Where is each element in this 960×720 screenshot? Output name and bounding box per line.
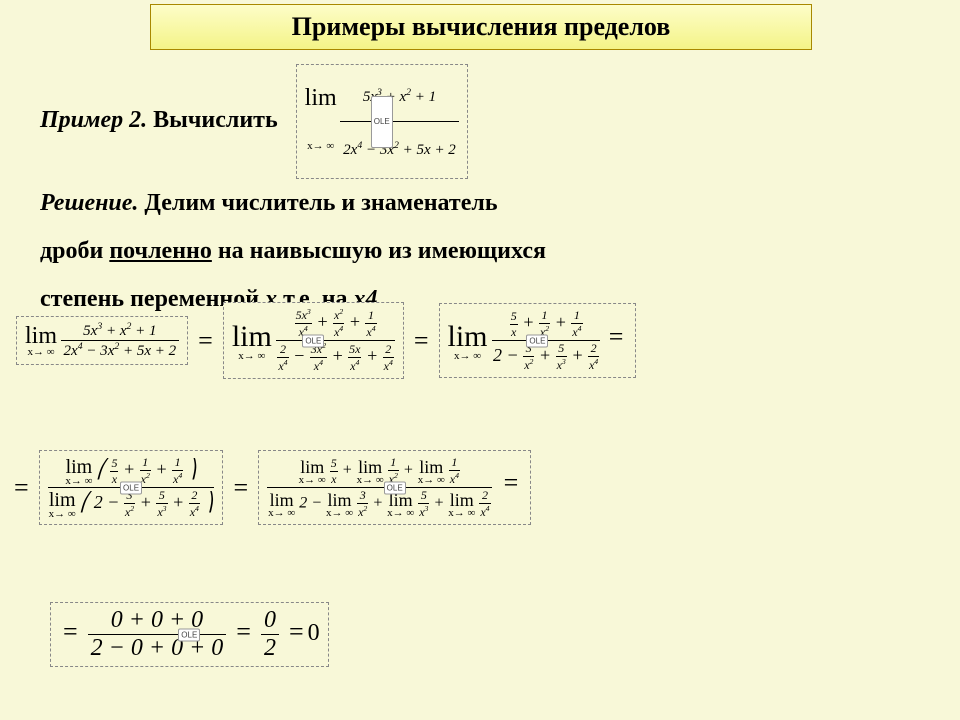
equation-row-1: limx→ ∞ 5x3 + x2 + 1 2x4 − 3x2 + 5x + 2 …	[10, 302, 950, 379]
example-line: Пример 2. Вычислить OLE limx→ ∞ 5x3 + x2…	[40, 64, 940, 179]
formula-c: OLE limx→ ∞ 5x + 1x2 + 1x4 2 − 3x2 + 5x3…	[439, 303, 637, 378]
ole-icon: OLE	[526, 334, 548, 347]
solution-label: Решение.	[40, 190, 138, 216]
formula-b: OLE limx→ ∞ 5x3x4 + x2x4 + 1x4 2x4 − 3x2…	[223, 302, 404, 379]
final-denominator: 2 − 0 + 0 + 0	[88, 635, 227, 662]
formula-final: OLE = 0 + 0 + 0 2 − 0 + 0 + 0 = 0 2 =0	[50, 602, 329, 667]
equation-row-2: = OLE limx→ ∞ ⎛ 5x + 1x2 + 1x4 ⎞ limx→ ∞…	[10, 450, 950, 525]
formula-a: limx→ ∞ 5x3 + x2 + 1 2x4 − 3x2 + 5x + 2	[16, 316, 188, 365]
formula-e: OLE limx→ ∞ 5x + limx→ ∞ 1x2 + limx→ ∞ 1…	[258, 450, 531, 525]
final-numerator: 0 + 0 + 0	[88, 607, 227, 635]
content-area: Пример 2. Вычислить OLE limx→ ∞ 5x3 + x2…	[40, 64, 940, 323]
ole-icon: OLE	[384, 481, 406, 494]
solution-text-1: Делим числитель и знаменатель	[144, 190, 497, 216]
frac-initial: 5x3 + x2 + 1 2x4 − 3x2 + 5x + 2	[340, 69, 459, 174]
formula-d: OLE limx→ ∞ ⎛ 5x + 1x2 + 1x4 ⎞ limx→ ∞ ⎛…	[39, 450, 224, 525]
final-result: 0	[308, 620, 320, 646]
page-title: Примеры вычисления пределов	[292, 12, 671, 42]
ole-icon: OLE	[302, 334, 324, 347]
ole-icon: OLE	[120, 481, 142, 494]
ole-icon: OLE	[178, 628, 200, 641]
equation-row-3: OLE = 0 + 0 + 0 2 − 0 + 0 + 0 = 0 2 =0	[50, 602, 329, 667]
ole-icon: OLE	[371, 96, 393, 148]
solution-line-1: Решение. Делим числитель и знаменатель	[40, 179, 940, 227]
equals-icon: =	[410, 326, 433, 356]
equals-icon: =	[194, 326, 217, 356]
example-action: Вычислить	[153, 107, 278, 133]
example-label: Пример 2.	[40, 107, 147, 133]
title-banner: Примеры вычисления пределов	[150, 4, 812, 50]
formula-initial: OLE limx→ ∞ 5x3 + x2 + 1 2x4 − 3x2 + 5x …	[296, 64, 468, 179]
solution-line-2: дроби почленно на наивысшую из имеющихся	[40, 227, 940, 275]
